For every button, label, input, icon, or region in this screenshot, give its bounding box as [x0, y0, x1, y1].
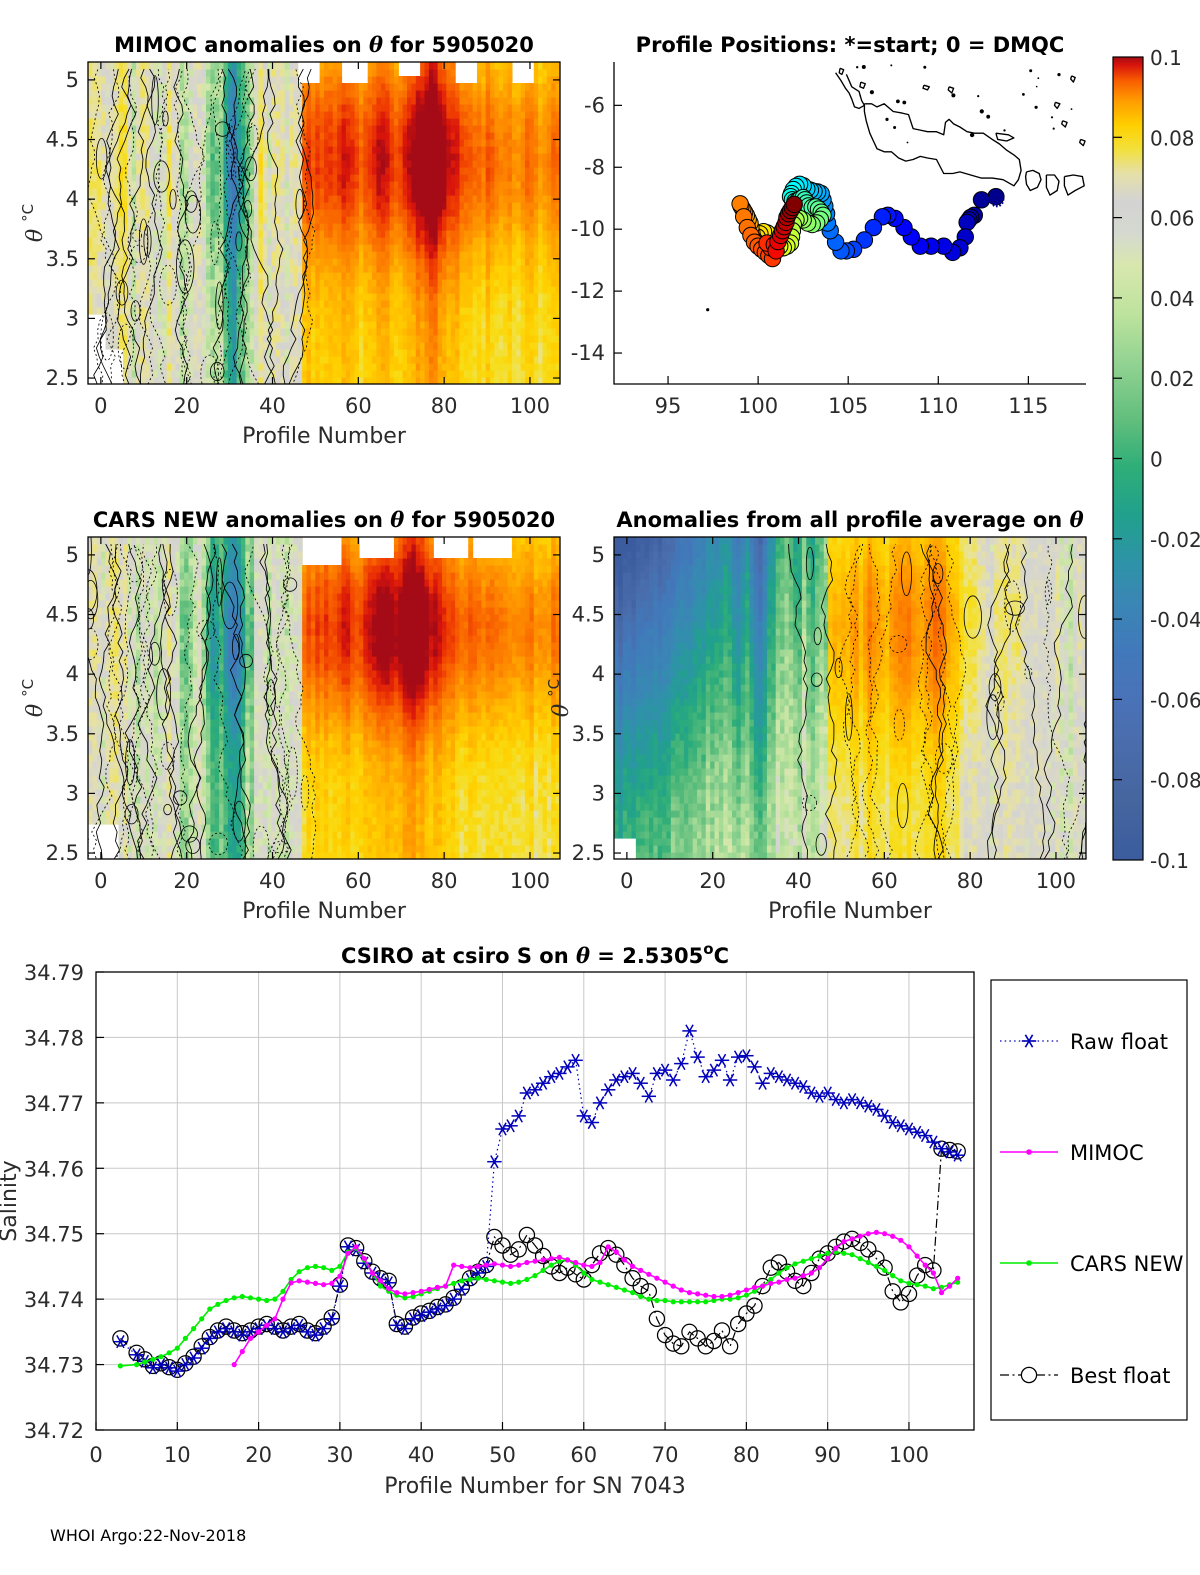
panel-salinity-ylabel: Salinity — [0, 1160, 22, 1241]
svg-text:0: 0 — [94, 394, 107, 418]
panel-mimoc-ylabel: θ °C — [19, 204, 48, 242]
legend-label: CARS NEW — [1070, 1252, 1184, 1276]
panel-cars-ylabel: θ °C — [19, 679, 48, 717]
panel-map-frame — [613, 62, 1086, 385]
legend-label: MIMOC — [1070, 1141, 1144, 1165]
panel-allprof-heatmap — [614, 537, 1086, 859]
panel-salinity: CSIRO at csiro S on θ = 2.5305oC 0 10 20 30… — [0, 940, 1188, 1499]
legend-entries: Raw float MIMOC CARS NEW Best float — [1000, 1030, 1184, 1388]
panel-allprof-xlabel: Profile Number — [768, 899, 933, 924]
svg-text:2.5: 2.5 — [46, 366, 79, 390]
svg-text:3.5: 3.5 — [46, 247, 79, 271]
panel-cars-title: CARS NEW anomalies on θ for 5905020 — [93, 507, 555, 532]
profile-markers — [731, 175, 1005, 268]
colorbar-ticks: 0.10.080.060.040.020-0.02-0.04-0.06-0.08… — [1113, 46, 1200, 873]
svg-text:θ °C: θ °C — [19, 204, 48, 242]
panel-mimoc-xlabel: Profile Number — [242, 424, 407, 449]
svg-text:60: 60 — [345, 394, 372, 418]
panel-salinity-xlabel: Profile Number for SN 7043 — [384, 1474, 685, 1499]
svg-text:3: 3 — [66, 306, 79, 330]
panel-salinity-title: CSIRO at csiro S on θ = 2.5305oC — [341, 940, 729, 968]
panel-cars: CARS NEW anomalies on θ for 5905020 0 20 4… — [19, 507, 561, 924]
legend-label: Best float — [1070, 1364, 1170, 1388]
svg-text:40: 40 — [259, 394, 286, 418]
svg-text:20: 20 — [173, 394, 200, 418]
panel-mimoc-title: MIMOC anomalies on θ for 5905020 — [114, 32, 534, 57]
panel-map: Profile Positions: *=start; 0 = DMQC 95 1… — [571, 33, 1086, 418]
panel-mimoc-heatmap — [88, 62, 560, 384]
legend-box — [990, 979, 1188, 1421]
panel-mimoc-axes: 0 20 40 60 80 100 2.5 3 3.5 4 4.5 5 — [46, 62, 560, 418]
coastline — [706, 64, 1086, 312]
svg-text:4: 4 — [66, 187, 79, 211]
panel-salinity-series — [112, 1024, 966, 1379]
panel-allprof-frame — [613, 536, 1087, 860]
svg-text:100: 100 — [510, 394, 550, 418]
svg-text:5: 5 — [66, 68, 79, 92]
start-marker-asterisk — [989, 192, 1005, 208]
panel-cars-xlabel: Profile Number — [242, 899, 407, 924]
svg-text:4.5: 4.5 — [46, 128, 79, 152]
panel-cars-heatmap — [88, 537, 560, 859]
panel-map-axes: 95 100 105 110 115-6-8-10-12-14 — [571, 93, 1049, 418]
panel-allprof: Anomalies from all profile average on θ … — [545, 507, 1087, 924]
panel-salinity-frame — [95, 971, 975, 1431]
panel-salinity-gridlines — [96, 972, 974, 1430]
panel-mimoc-frame — [87, 61, 561, 385]
panel-allprof-title: Anomalies from all profile average on θ — [616, 507, 1083, 532]
panel-map-title: Profile Positions: *=start; 0 = DMQC — [636, 33, 1065, 57]
panel-cars-frame — [87, 536, 561, 860]
panel-mimoc: MIMOC anomalies on θ for 5905020 0 20 40 60… — [19, 32, 561, 449]
panel-salinity-axes: 0 10 20 30 40 50 60 70 80 90 10034.7234.7334.7434.… — [24, 961, 929, 1467]
legend-label: Raw float — [1070, 1030, 1168, 1054]
panel-allprof-ylabel: θ °C — [545, 679, 574, 717]
colorbar: 0.10.080.060.040.020-0.02-0.04-0.06-0.08… — [1112, 46, 1200, 873]
footer-text: WHOI Argo:22-Nov-2018 — [50, 1526, 246, 1545]
panel-map-content — [706, 64, 1086, 312]
svg-text:80: 80 — [431, 394, 458, 418]
